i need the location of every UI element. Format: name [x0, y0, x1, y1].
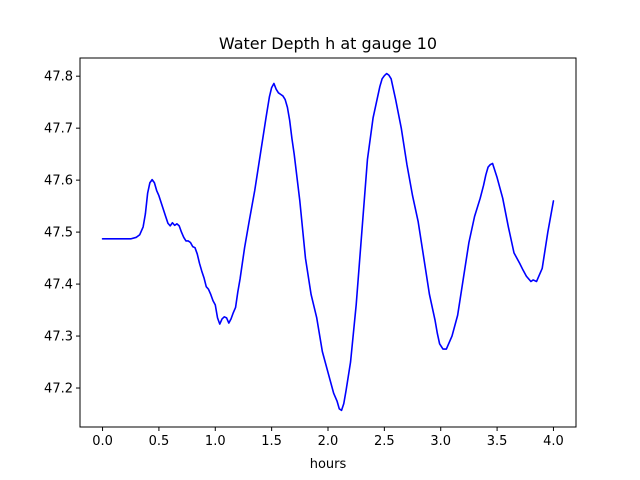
series-line — [101, 72, 555, 412]
x-tick-label: 2.5 — [374, 434, 395, 449]
x-tick-label: 3.0 — [430, 434, 451, 449]
y-tick-label: 47.6 — [44, 174, 73, 189]
y-tick-label: 47.7 — [44, 122, 73, 137]
x-tick-label: 0.0 — [92, 434, 113, 449]
x-tick-label: 0.5 — [149, 434, 170, 449]
plot-frame — [79, 57, 577, 428]
series-layer — [101, 72, 555, 412]
y-tick-label: 47.8 — [44, 70, 73, 85]
y-tick-label: 47.3 — [44, 330, 73, 345]
x-tick-label: 1.5 — [261, 434, 282, 449]
x-tick-label: 4.0 — [543, 434, 564, 449]
x-tick-label: 1.0 — [205, 434, 226, 449]
plot-area — [80, 58, 576, 427]
x-axis-title: hours — [310, 457, 347, 472]
y-tick-label: 47.5 — [44, 226, 73, 241]
y-tick-label: 47.2 — [44, 382, 73, 397]
x-tick-label: 3.5 — [487, 434, 508, 449]
x-tick-label: 2.0 — [318, 434, 339, 449]
ticks-layer: 0.0 0.5 1.0 1.5 2.0 2.5 3.0 3.5 4.0 47.2 47.3 47.4 4… — [44, 70, 564, 449]
chart-title: Water Depth h at gauge 10 — [219, 34, 437, 53]
y-tick-label: 47.4 — [44, 278, 73, 293]
